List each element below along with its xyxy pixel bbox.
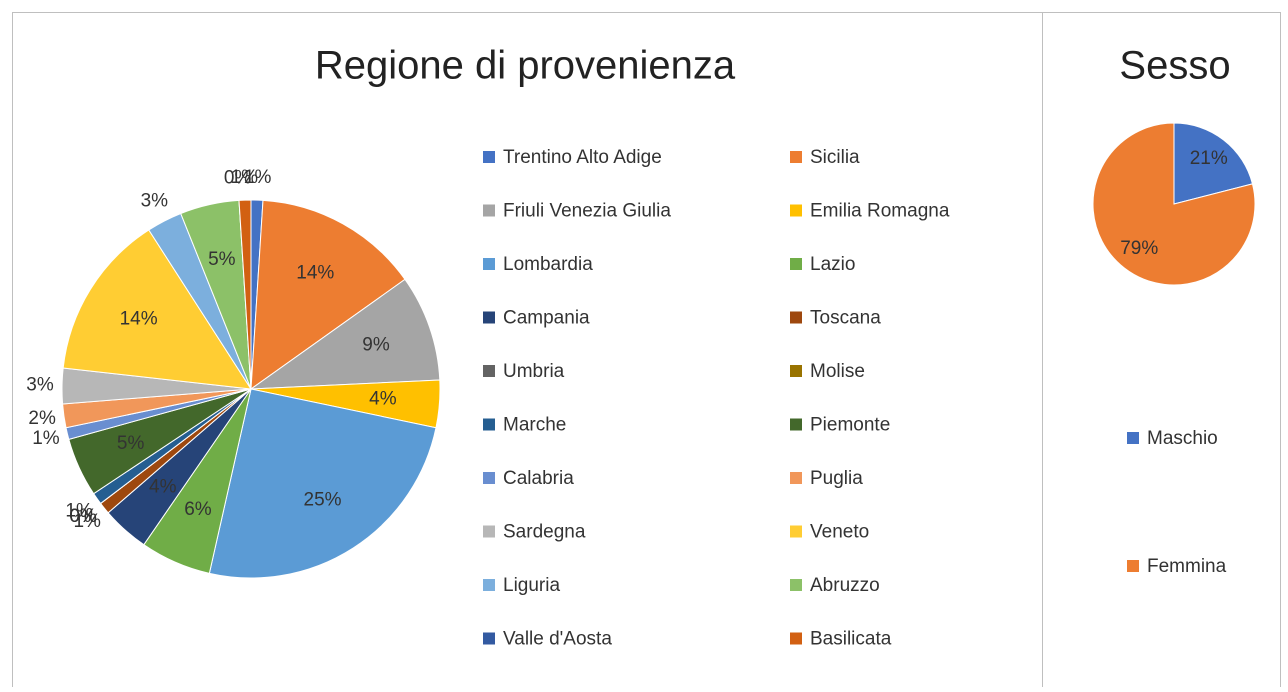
legend-label: Lazio: [810, 254, 855, 275]
legend-swatch: [483, 472, 495, 484]
data-label: 2%: [28, 408, 56, 429]
legend-swatch: [790, 258, 802, 270]
legend-swatch: [790, 525, 802, 538]
legend-swatch: [790, 151, 802, 163]
legend-swatch: [790, 311, 802, 324]
legend-label: Lombardia: [503, 254, 593, 275]
legend-label: Campania: [503, 308, 590, 329]
legend-swatch: [483, 365, 495, 377]
legend-label: Friuli Venezia Giulia: [503, 201, 671, 222]
legend-label: Piemonte: [810, 415, 890, 436]
legend-label: Umbria: [503, 361, 565, 382]
legend-swatch: [1127, 560, 1139, 572]
pie-slice: [1173, 122, 1254, 205]
legend-swatch: [483, 151, 495, 163]
legend-swatch: [1127, 432, 1139, 444]
chart-title: Sesso: [1119, 44, 1230, 88]
legend-label: Calabria: [503, 468, 574, 489]
legend-label: Sicilia: [810, 147, 860, 168]
pie-slice: [250, 199, 406, 391]
data-label: 5%: [208, 249, 236, 270]
legend-label: Puglia: [810, 468, 863, 489]
data-label: 21%: [1190, 148, 1228, 169]
legend-label: Molise: [810, 361, 865, 382]
data-label: 1%: [65, 500, 93, 521]
legend-swatch: [483, 632, 495, 645]
legend-swatch: [483, 204, 495, 217]
legend-swatch: [790, 579, 802, 591]
legend-swatch: [790, 632, 802, 645]
legend-swatch: [790, 472, 802, 484]
legend-swatch: [483, 525, 495, 538]
legend-swatch: [483, 258, 495, 270]
data-label: 0%: [69, 506, 97, 527]
legend-label: Abruzzo: [810, 575, 880, 596]
legend-label: Sardegna: [503, 522, 586, 543]
data-label: 3%: [141, 190, 169, 211]
legend-label: Femmina: [1147, 556, 1227, 577]
legend-label: Marche: [503, 415, 566, 436]
legend-label: Toscana: [810, 308, 881, 329]
data-label: 1%: [32, 428, 60, 449]
pie-slice: [62, 229, 252, 390]
legend-swatch: [790, 365, 802, 377]
legend-label: Liguria: [503, 575, 560, 596]
legend-swatch: [483, 579, 495, 591]
legend-label: Trentino Alto Adige: [503, 147, 662, 168]
data-label: 79%: [1120, 238, 1158, 259]
legend-swatch: [483, 311, 495, 324]
legend-label: Basilicata: [810, 629, 892, 650]
legend-swatch: [483, 418, 495, 431]
data-label: 1%: [73, 511, 101, 532]
data-label: 25%: [304, 489, 342, 510]
pie-slice: [249, 278, 441, 390]
chart-title: Regione di provenienza: [315, 44, 736, 88]
legend-swatch: [790, 204, 802, 217]
data-label: 6%: [184, 499, 212, 520]
legend-label: Emilia Romagna: [810, 201, 950, 222]
legend-swatch: [790, 418, 802, 431]
data-label: 1%: [231, 167, 259, 188]
data-label: 14%: [120, 308, 158, 329]
pie-slice: [1092, 122, 1256, 286]
data-label: 14%: [296, 262, 334, 283]
data-label: 0%: [69, 506, 97, 527]
legend-label: Maschio: [1147, 428, 1218, 449]
data-label: 5%: [117, 433, 145, 454]
legend-label: Veneto: [810, 522, 869, 543]
pie-slice: [208, 388, 437, 579]
data-label: 4%: [369, 389, 397, 410]
data-label: 4%: [149, 477, 177, 498]
pie-slice: [238, 199, 252, 390]
data-label: 1%: [244, 167, 272, 188]
data-label: 9%: [362, 335, 390, 356]
data-label: 3%: [26, 375, 54, 396]
data-label: 0%: [224, 167, 252, 188]
legend-label: Valle d'Aosta: [503, 629, 612, 650]
